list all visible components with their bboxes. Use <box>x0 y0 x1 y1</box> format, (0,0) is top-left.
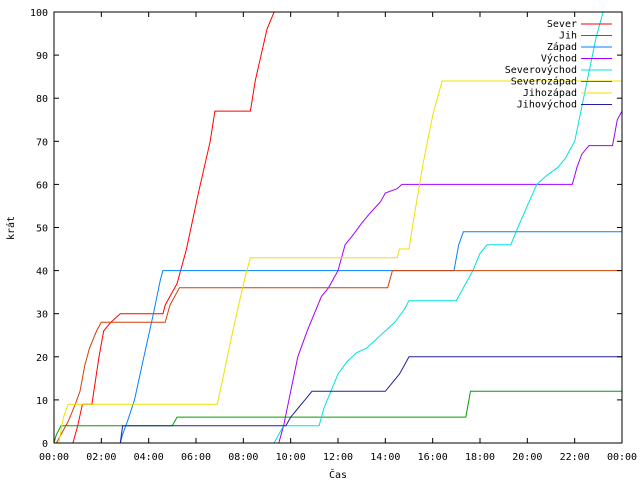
x-tick-label: 06:00 <box>181 452 211 463</box>
legend-label: Jih <box>559 31 577 42</box>
legend-label: Jihovýchod <box>517 99 577 111</box>
series-line-6 <box>54 270 622 443</box>
y-axis-label: krát <box>5 216 17 240</box>
y-tick-label: 40 <box>36 267 48 278</box>
x-tick-label: 02:00 <box>86 452 116 463</box>
x-tick-label: 16:00 <box>418 452 448 463</box>
x-tick-label: 18:00 <box>465 452 495 463</box>
y-tick-label: 80 <box>36 94 48 105</box>
y-tick-label: 50 <box>36 224 48 235</box>
y-tick-label: 30 <box>36 310 48 321</box>
y-tick-label: 20 <box>36 353 48 364</box>
x-axis-label: Čas <box>329 468 347 480</box>
legend-label: Sever <box>547 19 577 30</box>
legend-label: Západ <box>547 41 577 53</box>
y-tick-label: 10 <box>36 396 48 407</box>
y-tick-label: 70 <box>36 137 48 148</box>
series-line-4 <box>54 110 622 443</box>
x-tick-label: 14:00 <box>370 452 400 463</box>
series-line-3 <box>54 231 622 443</box>
y-tick-label: 60 <box>36 180 48 191</box>
series-line-7 <box>54 80 622 443</box>
series-line-8 <box>54 356 622 443</box>
legend-label: Jihozápad <box>523 87 577 99</box>
x-tick-label: 04:00 <box>134 452 164 463</box>
x-tick-label: 00:00 <box>39 452 69 463</box>
x-tick-label: 10:00 <box>276 452 306 463</box>
x-tick-label: 20:00 <box>512 452 542 463</box>
x-tick-label: 12:00 <box>323 452 353 463</box>
x-tick-label: 08:00 <box>228 452 258 463</box>
legend-label: Severozápad <box>511 76 577 88</box>
series-line-5 <box>54 12 604 443</box>
legend-label: Severovýchod <box>505 64 577 76</box>
y-tick-label: 0 <box>42 439 48 450</box>
x-tick-label: 22:00 <box>560 452 590 463</box>
legend: SeverJihZápadVýchodSeverovýchodSeverozáp… <box>505 19 612 111</box>
axes-layer: 0 10 20 30 40 50 60 70 80 90 100 00:00 02:00 04:00 06:… <box>30 8 637 463</box>
y-tick-label: 100 <box>30 8 48 19</box>
series-line-1 <box>54 12 275 443</box>
x-tick-label: 00:00 <box>607 452 637 463</box>
series-line-2 <box>54 390 622 443</box>
y-tick-label: 90 <box>36 51 48 62</box>
legend-label: Východ <box>541 53 577 65</box>
series-layer <box>54 12 622 443</box>
